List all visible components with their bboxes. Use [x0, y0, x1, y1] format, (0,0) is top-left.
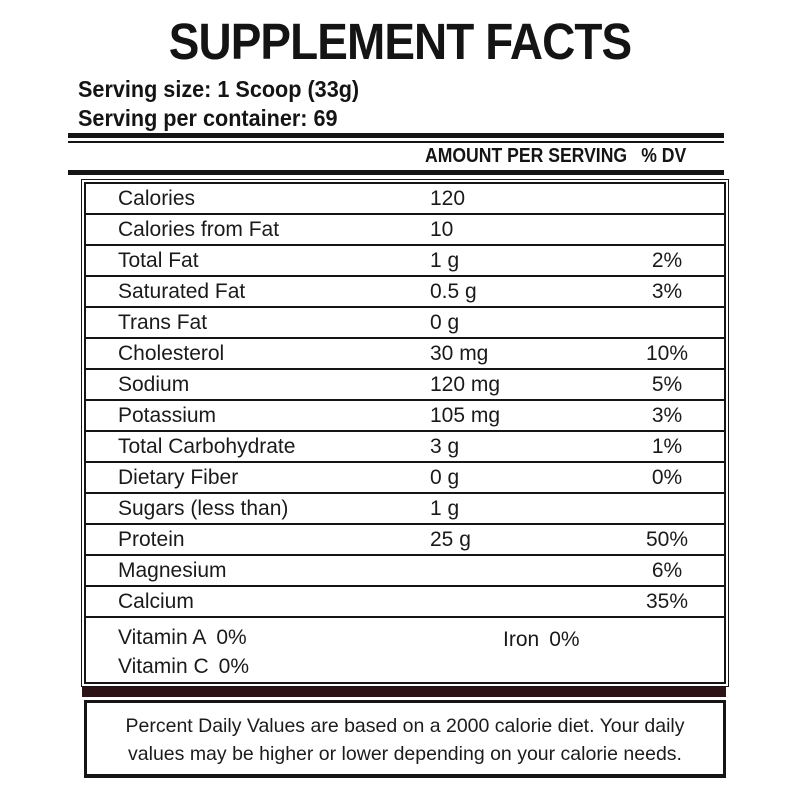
nutrient-dv: 3%	[651, 279, 683, 303]
vitamin-c-entry: Vitamin C 0%	[118, 652, 249, 681]
table-row: Potassium 105 mg 3%	[86, 401, 724, 432]
nutrient-dv: 6%	[651, 558, 683, 582]
micro-dv: 0%	[549, 628, 580, 651]
table-row: Protein 25 g 50%	[86, 525, 724, 556]
nutrient-amount: 105 mg	[430, 403, 501, 427]
nutrient-name: Protein	[118, 527, 185, 551]
table-row: Magnesium 6%	[86, 556, 724, 587]
nutrient-name: Total Carbohydrate	[118, 434, 296, 458]
table-column-header: AMOUNT PER SERVING % DV	[425, 145, 686, 168]
nutrient-amount: 1 g	[430, 248, 460, 272]
nutrient-amount: 1 g	[430, 496, 460, 520]
nutrient-dv: 10%	[645, 341, 689, 365]
nutrient-dv: 3%	[651, 403, 683, 427]
nutrient-dv: 50%	[645, 527, 689, 551]
nutrient-name: Potassium	[118, 403, 217, 427]
table-row: Trans Fat 0 g	[86, 308, 724, 339]
header-rule-thick	[68, 170, 724, 175]
footnote-text: Percent Daily Values are based on a 2000…	[125, 715, 685, 765]
top-rule-thin	[68, 141, 724, 143]
nutrition-table: Calories 120 Calories from Fat 10 Total …	[81, 179, 729, 687]
serving-size-text: Serving size: 1 Scoop (33g)	[78, 76, 360, 102]
page-title: SUPPLEMENT FACTS	[168, 13, 632, 70]
nutrient-amount: 0 g	[430, 310, 460, 334]
percent-dv-header: % DV	[641, 145, 687, 167]
table-row: Sugars (less than) 1 g	[86, 494, 724, 525]
nutrient-name: Saturated Fat	[118, 279, 246, 303]
iron-entry: Iron 0%	[503, 625, 580, 654]
table-row: Total Fat 1 g 2%	[86, 246, 724, 277]
separator-bar	[82, 687, 726, 697]
table-row: Total Carbohydrate 3 g 1%	[86, 432, 724, 463]
table-row: Saturated Fat 0.5 g 3%	[86, 277, 724, 308]
nutrient-name: Cholesterol	[118, 341, 225, 365]
nutrient-amount: 25 g	[430, 527, 471, 551]
nutrient-dv: 2%	[651, 248, 683, 272]
nutrient-name: Magnesium	[118, 558, 227, 582]
table-row: Calories from Fat 10	[86, 215, 724, 246]
micro-dv: 0%	[216, 626, 247, 649]
top-rule-thick	[68, 133, 724, 138]
footnote-box: Percent Daily Values are based on a 2000…	[84, 700, 726, 778]
nutrient-amount: 3 g	[430, 434, 460, 458]
table-row: Calories 120	[86, 184, 724, 215]
nutrient-amount: 120	[430, 186, 466, 210]
servings-per-container-text: Serving per container: 69	[78, 105, 338, 131]
nutrient-name: Total Fat	[118, 248, 199, 272]
micro-name: Vitamin A	[118, 626, 207, 649]
nutrient-dv: 35%	[645, 589, 689, 613]
nutrient-amount: 120 mg	[430, 372, 501, 396]
amount-per-serving-header: AMOUNT PER SERVING	[425, 145, 628, 167]
nutrient-name: Calories from Fat	[118, 217, 280, 241]
table-row: Dietary Fiber 0 g 0%	[86, 463, 724, 494]
nutrient-name: Trans Fat	[118, 310, 208, 334]
micro-dv: 0%	[218, 655, 250, 678]
vitamin-a-entry: Vitamin A 0%	[118, 623, 247, 652]
micro-line: Vitamin C 0%	[118, 652, 724, 681]
micronutrients-section: Vitamin A 0% Iron 0% Vitamin C 0%	[86, 618, 724, 680]
nutrient-name: Calories	[118, 186, 196, 210]
nutrient-amount: 0.5 g	[430, 279, 477, 303]
nutrient-amount: 30 mg	[430, 341, 489, 365]
table-row: Calcium 35%	[86, 587, 724, 618]
nutrient-dv: 1%	[651, 434, 683, 458]
micro-name: Iron	[503, 628, 540, 651]
nutrient-amount: 10	[430, 217, 454, 241]
nutrient-amount: 0 g	[430, 465, 460, 489]
micro-name: Vitamin C	[118, 655, 209, 678]
nutrient-dv: 5%	[651, 372, 683, 396]
nutrient-name: Sodium	[118, 372, 190, 396]
table-row: Sodium 120 mg 5%	[86, 370, 724, 401]
nutrient-name: Dietary Fiber	[118, 465, 239, 489]
micro-line: Vitamin A 0% Iron 0%	[118, 623, 724, 652]
nutrient-name: Sugars (less than)	[118, 496, 289, 520]
nutrient-name: Calcium	[118, 589, 194, 613]
nutrient-dv: 0%	[651, 465, 683, 489]
table-row: Cholesterol 30 mg 10%	[86, 339, 724, 370]
